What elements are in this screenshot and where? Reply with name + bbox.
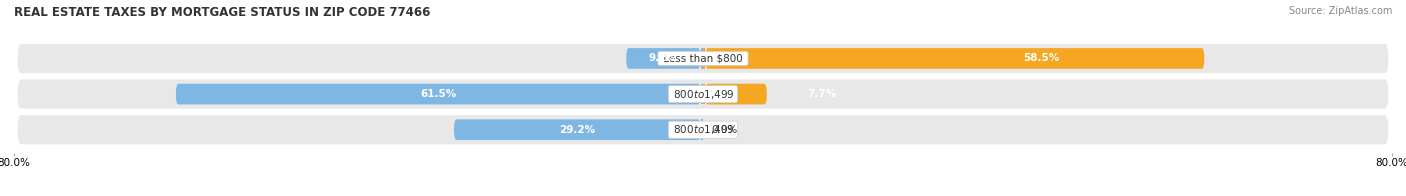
FancyBboxPatch shape: [176, 84, 700, 104]
Bar: [700, 84, 703, 104]
FancyBboxPatch shape: [706, 84, 766, 104]
Text: 9.2%: 9.2%: [650, 54, 678, 64]
Text: $800 to $1,499: $800 to $1,499: [671, 88, 735, 101]
FancyBboxPatch shape: [18, 79, 1388, 109]
Text: REAL ESTATE TAXES BY MORTGAGE STATUS IN ZIP CODE 77466: REAL ESTATE TAXES BY MORTGAGE STATUS IN …: [14, 6, 430, 19]
Text: Less than $800: Less than $800: [659, 54, 747, 64]
Bar: [703, 84, 706, 104]
Text: 7.7%: 7.7%: [807, 89, 837, 99]
Text: 29.2%: 29.2%: [560, 125, 595, 135]
FancyBboxPatch shape: [18, 115, 1388, 144]
FancyBboxPatch shape: [706, 48, 1205, 69]
Bar: [700, 119, 703, 140]
Text: 61.5%: 61.5%: [420, 89, 457, 99]
Text: Source: ZipAtlas.com: Source: ZipAtlas.com: [1288, 6, 1392, 16]
FancyBboxPatch shape: [18, 44, 1388, 73]
FancyBboxPatch shape: [626, 48, 700, 69]
Text: 0.0%: 0.0%: [711, 125, 738, 135]
Text: $800 to $1,499: $800 to $1,499: [671, 123, 735, 136]
Text: 58.5%: 58.5%: [1024, 54, 1059, 64]
Bar: [703, 48, 706, 69]
FancyBboxPatch shape: [454, 119, 700, 140]
Bar: [700, 48, 703, 69]
